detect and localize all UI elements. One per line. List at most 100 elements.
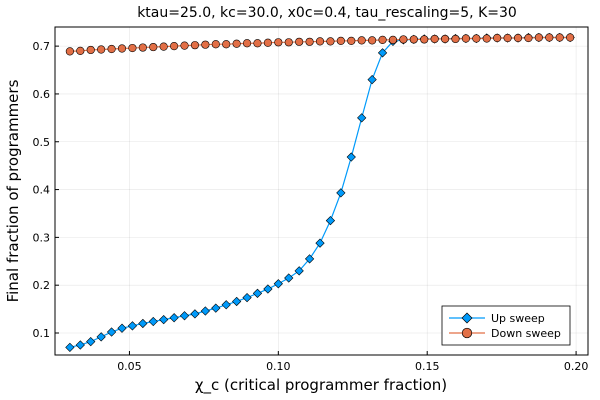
data-point-up-sweep bbox=[169, 313, 179, 323]
data-point-down-sweep bbox=[159, 42, 168, 51]
data-point-down-sweep bbox=[440, 34, 450, 44]
data-point-up-sweep bbox=[263, 284, 273, 294]
data-point-down-sweep bbox=[566, 33, 575, 42]
data-point-down-sweep bbox=[138, 43, 147, 52]
data-point-down-sweep bbox=[388, 35, 398, 45]
data-point-down-sweep bbox=[482, 34, 491, 43]
x-tick-label: 0.10 bbox=[266, 360, 291, 373]
data-point-up-sweep bbox=[357, 113, 367, 123]
data-point-down-sweep bbox=[545, 33, 554, 42]
y-axis-label: Final fraction of programmers bbox=[4, 79, 22, 302]
x-tick-label: 0.20 bbox=[564, 360, 589, 373]
data-point-up-sweep bbox=[159, 314, 169, 325]
data-point-down-sweep bbox=[97, 45, 106, 54]
data-point-down-sweep bbox=[503, 33, 512, 43]
data-point-up-sweep bbox=[190, 309, 200, 319]
legend: Up sweep Down sweep bbox=[441, 305, 571, 346]
data-point-down-sweep bbox=[378, 35, 387, 45]
series-up-sweep bbox=[65, 32, 575, 352]
data-point-down-sweep bbox=[190, 41, 200, 50]
legend-box bbox=[441, 305, 571, 346]
data-point-down-sweep bbox=[242, 39, 252, 48]
data-point-up-sweep bbox=[148, 316, 158, 327]
data-point-up-sweep bbox=[200, 306, 210, 316]
data-point-down-sweep bbox=[117, 44, 127, 53]
data-point-down-sweep bbox=[222, 40, 231, 49]
x-tick-label: 0.15 bbox=[415, 360, 440, 373]
chart-title: ktau=25.0, kc=30.0, x0c=0.4, tau_rescali… bbox=[137, 5, 517, 21]
data-point-down-sweep bbox=[326, 37, 335, 46]
data-point-down-sweep bbox=[86, 45, 95, 55]
data-point-down-sweep bbox=[409, 35, 418, 44]
data-point-down-sweep bbox=[180, 41, 189, 50]
series-line-up-sweep bbox=[69, 36, 571, 348]
data-point-down-sweep bbox=[524, 33, 533, 43]
data-point-up-sweep bbox=[86, 336, 96, 347]
data-point-up-sweep bbox=[138, 318, 148, 329]
data-point-down-sweep bbox=[472, 34, 481, 43]
data-point-up-sweep bbox=[75, 340, 85, 350]
x-axis-label: χ_c (critical programmer fraction) bbox=[195, 376, 447, 395]
data-point-up-sweep bbox=[325, 216, 336, 226]
data-point-up-sweep bbox=[127, 321, 138, 331]
data-point-down-sweep bbox=[555, 33, 564, 42]
data-point-down-sweep bbox=[399, 35, 408, 44]
data-point-down-sweep bbox=[357, 36, 366, 45]
data-point-down-sweep bbox=[170, 42, 179, 51]
data-point-down-sweep bbox=[284, 38, 293, 47]
data-point-down-sweep bbox=[493, 33, 502, 43]
y-tick-label: 0.5 bbox=[33, 136, 51, 149]
y-tick-label: 0.4 bbox=[33, 184, 51, 197]
data-point-down-sweep bbox=[149, 42, 158, 52]
legend-marker-down-sweep bbox=[461, 327, 473, 339]
y-tick-label: 0.6 bbox=[33, 88, 51, 101]
data-point-up-sweep bbox=[179, 311, 190, 321]
data-point-down-sweep bbox=[430, 34, 439, 44]
data-point-down-sweep bbox=[336, 36, 345, 45]
series-down-sweep bbox=[65, 33, 575, 56]
data-point-up-sweep bbox=[315, 238, 325, 248]
data-point-up-sweep bbox=[106, 327, 117, 337]
legend-marker-up-sweep bbox=[461, 312, 473, 324]
data-point-up-sweep bbox=[336, 188, 346, 198]
data-point-down-sweep bbox=[451, 34, 460, 44]
data-point-down-sweep bbox=[274, 38, 283, 47]
y-tick-label: 0.7 bbox=[33, 40, 51, 53]
legend-label-up-sweep: Up sweep bbox=[491, 312, 545, 325]
data-point-up-sweep bbox=[211, 303, 221, 313]
data-point-up-sweep bbox=[273, 279, 283, 289]
data-point-up-sweep bbox=[221, 300, 231, 310]
data-point-down-sweep bbox=[107, 44, 116, 54]
data-point-up-sweep bbox=[304, 254, 315, 264]
data-point-down-sweep bbox=[368, 36, 377, 45]
data-point-down-sweep bbox=[76, 46, 85, 56]
data-point-down-sweep bbox=[347, 36, 356, 45]
data-point-up-sweep bbox=[232, 296, 242, 307]
axis-ticks: 0.05 0.10 0.15 0.20 0.1 0.2 0.3 0.4 0.5 0.6 0.7 bbox=[33, 40, 589, 373]
data-point-down-sweep bbox=[253, 39, 262, 48]
data-point-down-sweep bbox=[420, 35, 429, 44]
data-point-down-sweep bbox=[295, 37, 304, 46]
data-point-down-sweep bbox=[65, 47, 74, 56]
data-point-down-sweep bbox=[305, 37, 314, 46]
y-tick-label: 0.3 bbox=[33, 231, 51, 244]
data-point-down-sweep bbox=[461, 34, 471, 43]
series-group bbox=[65, 32, 575, 352]
y-tick-label: 0.2 bbox=[33, 279, 51, 292]
legend-label-down-sweep: Down sweep bbox=[491, 327, 561, 340]
data-point-up-sweep bbox=[346, 152, 356, 162]
data-point-up-sweep bbox=[284, 273, 294, 283]
data-point-up-sweep bbox=[65, 342, 75, 352]
data-point-up-sweep bbox=[96, 332, 106, 342]
x-tick-label: 0.05 bbox=[117, 360, 142, 373]
data-point-down-sweep bbox=[534, 33, 543, 42]
data-point-up-sweep bbox=[367, 74, 377, 85]
data-point-down-sweep bbox=[201, 40, 210, 49]
data-point-up-sweep bbox=[252, 288, 263, 298]
data-point-down-sweep bbox=[263, 38, 273, 47]
data-point-up-sweep bbox=[294, 266, 304, 276]
data-point-down-sweep bbox=[315, 37, 325, 46]
data-point-up-sweep bbox=[242, 292, 252, 303]
y-tick-label: 0.1 bbox=[33, 327, 51, 340]
